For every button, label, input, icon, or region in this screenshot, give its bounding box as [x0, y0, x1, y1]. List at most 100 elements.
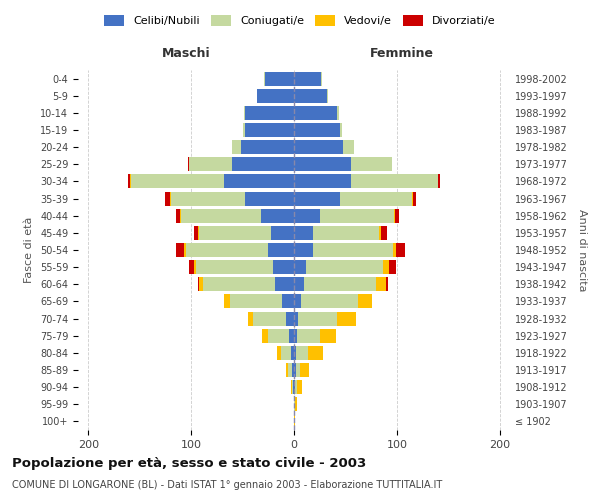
Bar	[275, 278, 294, 291]
Bar	[196, 260, 274, 274]
Bar	[253, 312, 286, 326]
Bar	[386, 278, 388, 291]
Bar	[281, 294, 294, 308]
Bar	[313, 226, 379, 240]
Bar	[245, 106, 294, 120]
Bar	[199, 278, 203, 291]
Bar	[277, 346, 281, 360]
Bar	[301, 294, 358, 308]
Bar	[297, 328, 320, 342]
Bar	[297, 380, 302, 394]
Bar	[396, 243, 405, 257]
Bar	[271, 226, 294, 240]
Bar	[186, 243, 268, 257]
Bar	[292, 380, 293, 394]
Y-axis label: Anni di nascita: Anni di nascita	[577, 209, 587, 291]
Bar	[376, 278, 386, 291]
Bar	[294, 158, 350, 172]
Bar	[413, 192, 416, 205]
Y-axis label: Fasce di età: Fasce di età	[25, 217, 34, 283]
Bar	[294, 106, 337, 120]
Bar	[265, 72, 294, 86]
Bar	[291, 346, 294, 360]
Bar	[244, 106, 245, 120]
Bar	[296, 346, 308, 360]
Bar	[294, 72, 321, 86]
Bar	[389, 260, 396, 274]
Bar	[242, 123, 245, 137]
Bar	[294, 328, 297, 342]
Bar	[294, 174, 350, 188]
Bar	[382, 226, 386, 240]
Bar	[294, 226, 313, 240]
Bar	[327, 88, 328, 102]
Bar	[350, 158, 392, 172]
Bar	[264, 72, 265, 86]
Bar	[184, 243, 186, 257]
Bar	[131, 174, 224, 188]
Bar	[294, 192, 340, 205]
Bar	[245, 123, 294, 137]
Bar	[379, 226, 382, 240]
Bar	[203, 278, 275, 291]
Bar	[232, 140, 241, 154]
Bar	[358, 294, 372, 308]
Bar	[337, 106, 339, 120]
Bar	[194, 260, 196, 274]
Bar	[248, 312, 253, 326]
Bar	[294, 208, 320, 222]
Bar	[350, 174, 438, 188]
Bar	[268, 328, 289, 342]
Bar	[395, 208, 399, 222]
Bar	[181, 208, 261, 222]
Bar	[245, 192, 294, 205]
Bar	[294, 294, 301, 308]
Bar	[188, 158, 189, 172]
Bar	[294, 260, 307, 274]
Bar	[337, 312, 356, 326]
Bar	[170, 192, 245, 205]
Bar	[294, 380, 295, 394]
Bar	[241, 140, 294, 154]
Bar	[294, 398, 295, 411]
Bar	[294, 346, 296, 360]
Bar	[294, 363, 296, 377]
Bar	[268, 243, 294, 257]
Bar	[294, 123, 340, 137]
Bar	[291, 380, 292, 394]
Bar	[393, 243, 396, 257]
Bar	[320, 328, 336, 342]
Bar	[294, 140, 343, 154]
Bar	[199, 226, 271, 240]
Bar	[289, 328, 294, 342]
Bar	[295, 398, 297, 411]
Bar	[128, 174, 130, 188]
Bar	[300, 363, 310, 377]
Bar	[262, 328, 268, 342]
Bar	[294, 243, 313, 257]
Bar	[294, 278, 304, 291]
Bar	[224, 294, 230, 308]
Bar	[307, 260, 383, 274]
Bar	[189, 158, 232, 172]
Bar	[176, 243, 184, 257]
Bar	[288, 363, 292, 377]
Bar	[296, 363, 300, 377]
Bar	[274, 260, 294, 274]
Bar	[383, 260, 389, 274]
Bar	[292, 363, 294, 377]
Bar	[261, 208, 294, 222]
Bar	[130, 174, 131, 188]
Bar	[340, 192, 412, 205]
Text: Femmine: Femmine	[370, 46, 434, 60]
Bar	[412, 192, 413, 205]
Bar	[194, 226, 199, 240]
Bar	[286, 312, 294, 326]
Bar	[176, 208, 180, 222]
Bar	[304, 278, 376, 291]
Text: COMUNE DI LONGARONE (BL) - Dati ISTAT 1° gennaio 2003 - Elaborazione TUTTITALIA.: COMUNE DI LONGARONE (BL) - Dati ISTAT 1°…	[12, 480, 442, 490]
Bar	[321, 72, 322, 86]
Bar	[340, 123, 343, 137]
Bar	[293, 380, 294, 394]
Bar	[294, 88, 327, 102]
